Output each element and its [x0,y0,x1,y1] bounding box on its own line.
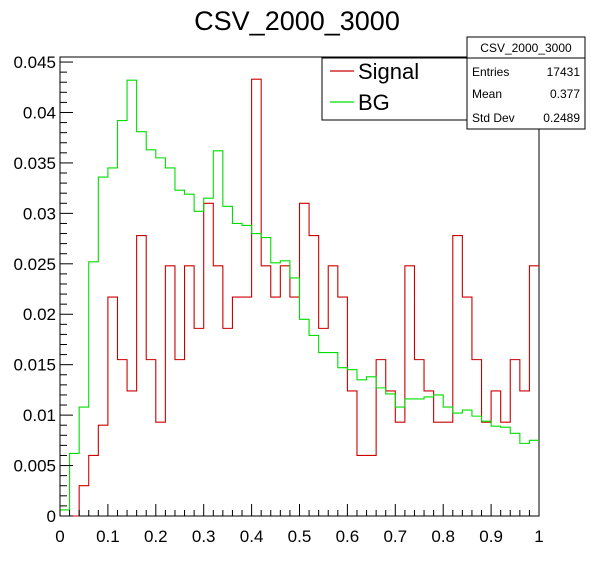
x-tick-label: 0.4 [240,527,264,546]
series-bg [59,79,539,516]
y-tick-label: 0.035 [13,154,56,173]
stats-entries-value: 17431 [547,65,581,79]
chart-title: CSV_2000_3000 [194,6,400,36]
x-tick-label: 1 [534,527,543,546]
series-line-signal [60,78,539,517]
x-tick-label: 0.8 [431,527,455,546]
y-tick-label: 0 [47,507,56,526]
y-tick-label: 0.01 [23,406,56,425]
x-tick-label: 0.9 [479,527,503,546]
series-signal [60,78,539,517]
y-tick-label: 0.04 [23,103,56,122]
stats-box: CSV_2000_3000 Entries 17431 Mean 0.377 S… [466,36,586,130]
x-tick-label: 0.1 [96,527,120,546]
legend-label-signal: Signal [358,59,419,84]
y-tick-label: 0.005 [13,457,56,476]
x-tick-label: 0.3 [192,527,216,546]
y-axis: 0 0.005 0.01 0.015 0.02 0.025 0.03 0.035 0.04 0.0… [13,53,73,526]
x-tick-label: 0.5 [288,527,312,546]
x-tick-label: 0 [55,527,64,546]
y-tick-label: 0.03 [23,204,56,223]
y-tick-label: 0.045 [13,53,56,72]
x-tick-label: 0.6 [336,527,360,546]
series-layer [59,78,539,517]
stats-stddev-label: Std Dev [472,111,515,125]
stats-mean-label: Mean [472,87,502,101]
y-tick-label: 0.015 [13,356,56,375]
stats-box-frame [466,36,586,130]
x-tick-label: 0.7 [383,527,407,546]
stats-stddev-value: 0.2489 [543,111,580,125]
stats-box-title: CSV_2000_3000 [480,41,572,55]
stats-entries-label: Entries [472,65,509,79]
x-axis: 0 0.1 0.2 0.3 0.4 0.5 0.6 0.7 0.8 0.9 1 [55,504,544,546]
y-tick-label: 0.02 [23,305,56,324]
x-tick-label: 0.2 [144,527,168,546]
legend-label-bg: BG [358,90,390,115]
series-line-bg [59,79,539,516]
legend: Signal BG [321,57,475,121]
stats-mean-value: 0.377 [550,87,580,101]
y-tick-label: 0.025 [13,255,56,274]
